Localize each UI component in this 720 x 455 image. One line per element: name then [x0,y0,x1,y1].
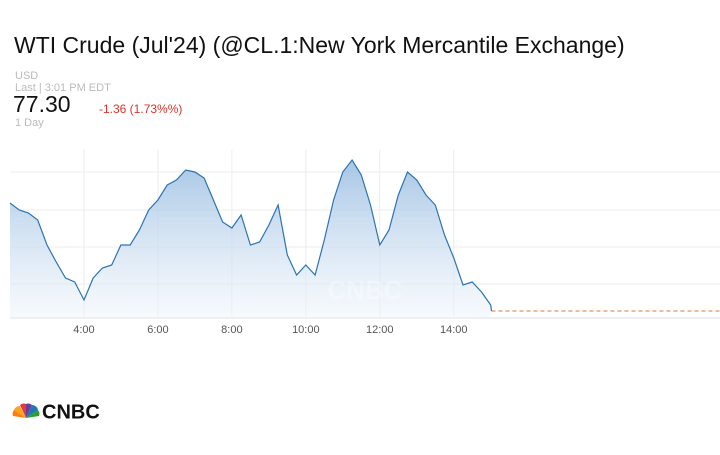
change: -1.36 (1.73%%) [99,102,182,116]
x-tick-label: 12:00 [366,324,394,336]
x-tick-label: 4:00 [73,324,94,336]
x-tick-label: 6:00 [147,324,168,336]
area [10,160,492,318]
currency: USD [15,70,38,82]
last-time: Last | 3:01 PM EDT [15,82,111,94]
line [9,158,493,312]
watermark: CNBC [327,275,402,305]
logo: CNBC [42,401,100,423]
logo-icon [12,403,40,418]
x-tick-label: 14:00 [440,324,468,336]
last-price: 77.30 [13,91,71,117]
period: 1 Day [15,117,44,129]
plot: 4:00 6:00 8:00 10:00 12:00 14:00 [9,150,720,336]
x-tick-label: 10:00 [292,324,320,336]
chart-title: WTI Crude (Jul'24) (@CL.1:New York Merca… [14,32,625,58]
x-tick-label: 8:00 [221,324,242,336]
